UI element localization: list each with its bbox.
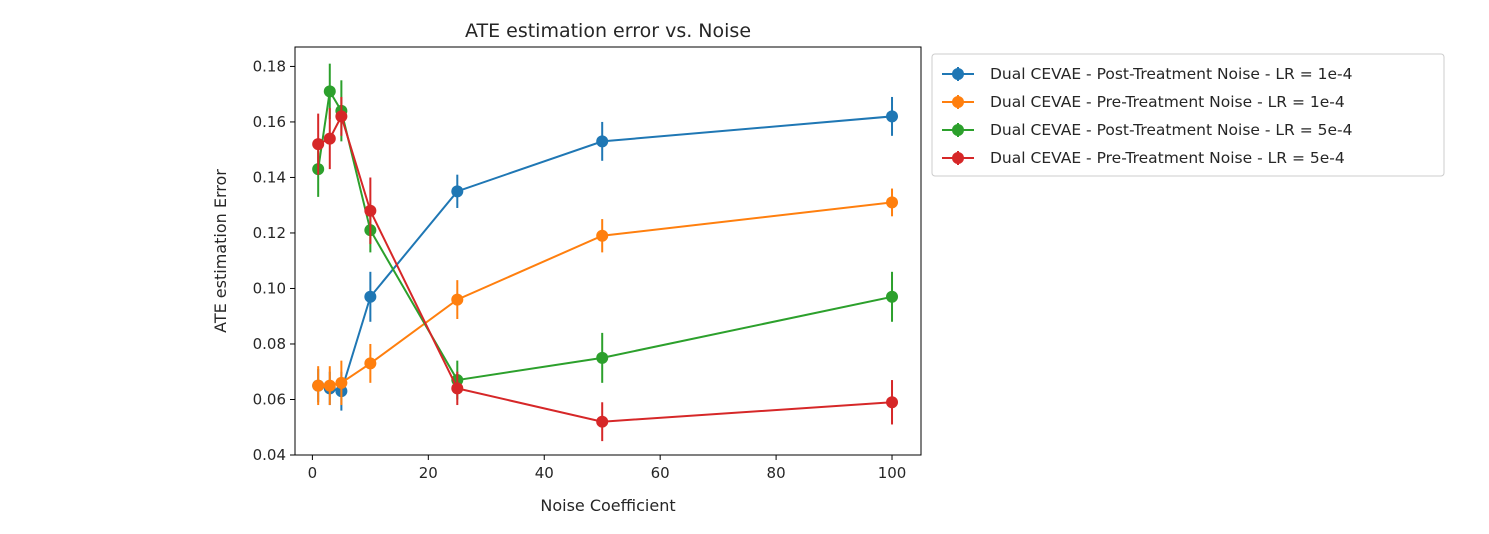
legend-entry: Dual CEVAE - Post-Treatment Noise - LR =…	[942, 65, 1353, 83]
x-tick-label: 100	[878, 464, 907, 482]
legend-swatch-marker	[952, 152, 964, 164]
series-4	[312, 96, 899, 442]
legend-entry: Dual CEVAE - Post-Treatment Noise - LR =…	[942, 121, 1353, 139]
plot-frame	[294, 46, 922, 456]
legend-entry: Dual CEVAE - Pre-Treatment Noise - LR = …	[942, 149, 1345, 167]
legend-swatch-marker	[952, 96, 964, 108]
x-tick-label: 20	[419, 464, 438, 482]
data-point	[323, 379, 336, 392]
data-point	[596, 229, 609, 242]
x-axis: 0 20 40 60 80 100	[308, 455, 907, 482]
legend: Dual CEVAE - Post-Treatment Noise - LR =…	[931, 53, 1445, 177]
y-tick-label: 0.12	[253, 224, 286, 242]
y-axis-label: ATE estimation Error	[211, 169, 230, 333]
legend-swatch-marker	[952, 124, 964, 136]
data-point	[596, 415, 609, 428]
data-point	[323, 85, 336, 98]
data-point	[451, 382, 464, 395]
legend-label: Dual CEVAE - Pre-Treatment Noise - LR = …	[990, 149, 1345, 167]
data-point	[596, 135, 609, 148]
series-1	[312, 96, 899, 411]
data-point	[364, 204, 377, 217]
data-point	[323, 132, 336, 145]
chart-title: ATE estimation error vs. Noise	[465, 20, 751, 42]
series-line	[317, 113, 893, 423]
x-tick-label: 40	[535, 464, 554, 482]
data-point	[364, 357, 377, 370]
data-point	[312, 138, 325, 151]
series-line	[317, 115, 893, 393]
y-tick-label: 0.08	[253, 335, 286, 353]
data-point	[364, 290, 377, 303]
x-tick-label: 60	[651, 464, 670, 482]
y-axis: 0.04 0.06 0.08 0.10 0.12 0.14 0.16 0.18	[253, 57, 295, 464]
plot-area	[312, 63, 899, 442]
legend-swatch-marker	[952, 68, 964, 80]
data-point	[451, 185, 464, 198]
legend-entry: Dual CEVAE - Pre-Treatment Noise - LR = …	[942, 93, 1345, 111]
x-axis-label: Noise Coefficient	[540, 496, 675, 515]
x-tick-label: 0	[308, 464, 318, 482]
data-point	[335, 110, 348, 123]
y-tick-label: 0.18	[253, 57, 286, 75]
legend-label: Dual CEVAE - Post-Treatment Noise - LR =…	[990, 121, 1353, 139]
data-point	[886, 110, 899, 123]
y-tick-label: 0.10	[253, 279, 286, 297]
legend-label: Dual CEVAE - Pre-Treatment Noise - LR = …	[990, 93, 1345, 111]
data-point	[451, 293, 464, 306]
data-point	[335, 376, 348, 389]
y-tick-label: 0.04	[253, 446, 286, 464]
y-tick-label: 0.16	[253, 113, 286, 131]
legend-label: Dual CEVAE - Post-Treatment Noise - LR =…	[990, 65, 1353, 83]
y-tick-label: 0.06	[253, 390, 286, 408]
y-tick-label: 0.14	[253, 168, 286, 186]
data-point	[886, 196, 899, 209]
series-2	[312, 188, 899, 406]
data-point	[886, 290, 899, 303]
data-point	[886, 396, 899, 409]
data-point	[312, 379, 325, 392]
x-tick-label: 80	[767, 464, 786, 482]
data-point	[596, 351, 609, 364]
legend-frame	[931, 53, 1445, 177]
